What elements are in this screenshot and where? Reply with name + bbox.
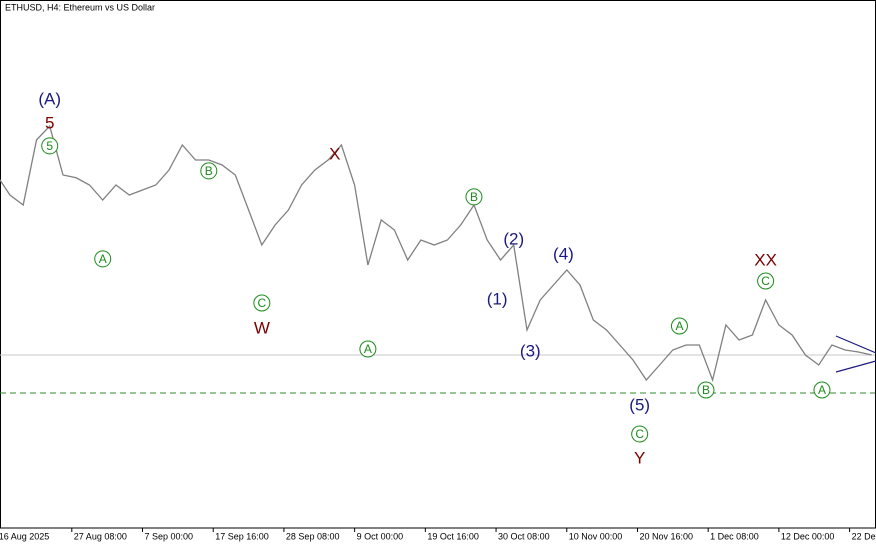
wave-label: B	[470, 190, 478, 204]
x-tick-label: 22 Dec	[852, 531, 876, 541]
wave-circle	[757, 272, 775, 290]
wave-circle	[697, 381, 715, 399]
x-tick-label: 20 Nov 16:00	[639, 531, 693, 541]
wave-circle	[200, 162, 218, 180]
x-tick-label: 1 Dec 08:00	[710, 531, 759, 541]
x-tick-label: 7 Sep 00:00	[145, 531, 194, 541]
wave-label: A	[675, 319, 683, 333]
triangle-upper	[835, 335, 876, 354]
wave-label: A	[99, 252, 107, 266]
wave-label: XX	[754, 250, 777, 269]
wave-label: Y	[634, 448, 645, 467]
wave-circle	[631, 425, 649, 443]
wave-circle	[359, 340, 377, 358]
triangle-lower	[835, 360, 876, 373]
wave-label: (A)	[38, 89, 61, 108]
wave-label: (1)	[487, 289, 508, 308]
x-tick-label: 10 Nov 00:00	[569, 531, 623, 541]
wave-circle	[253, 294, 271, 312]
wave-circle	[670, 317, 688, 335]
wave-label: B	[702, 383, 710, 397]
x-tick-label: 28 Sep 08:00	[286, 531, 340, 541]
x-tick-label: 30 Oct 08:00	[498, 531, 550, 541]
chart-title: ETHUSD, H4: Ethereum vs US Dollar	[5, 2, 155, 12]
x-tick-label: 9 Oct 00:00	[357, 531, 404, 541]
x-tick-label: 27 Aug 08:00	[74, 531, 127, 541]
wave-label: 5	[46, 139, 53, 153]
wave-label: B	[205, 164, 213, 178]
wave-label: X	[329, 144, 340, 163]
wave-label: 5	[45, 113, 54, 132]
wave-circle	[94, 250, 112, 268]
wave-label: A	[818, 383, 826, 397]
x-tick-label: 16 Aug 2025	[0, 531, 49, 541]
wave-circle	[41, 137, 59, 155]
wave-label: C	[258, 296, 267, 310]
x-tick-label: 17 Sep 16:00	[215, 531, 269, 541]
wave-label: C	[635, 427, 644, 441]
wave-label: (4)	[553, 244, 574, 263]
wave-label: (5)	[629, 395, 650, 414]
x-tick-label: 12 Dec 00:00	[781, 531, 835, 541]
wave-label: A	[364, 342, 372, 356]
plot-frame	[0, 0, 876, 529]
wave-label: (3)	[520, 341, 541, 360]
price-line	[0, 124, 872, 383]
wave-circle	[813, 381, 831, 399]
wave-circle	[465, 188, 483, 206]
x-tick-label: 19 Oct 16:00	[427, 531, 479, 541]
wave-label: C	[761, 274, 770, 288]
wave-label: W	[254, 318, 270, 337]
wave-label: (2)	[503, 229, 524, 248]
